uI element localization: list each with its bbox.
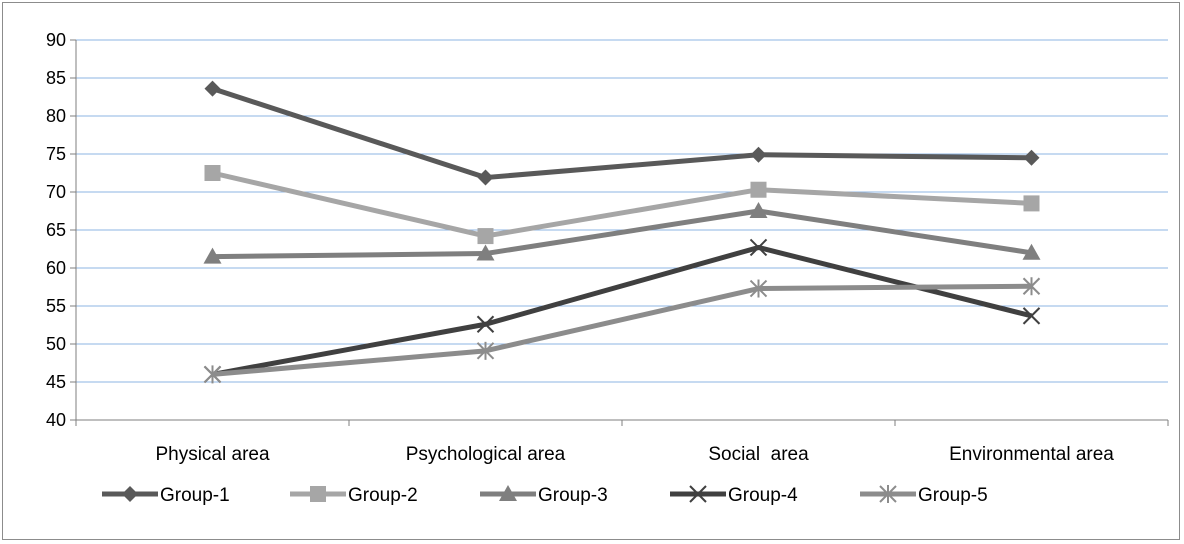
triangle-marker bbox=[476, 244, 495, 261]
legend-item: Group-5 bbox=[860, 485, 988, 506]
triangle-marker bbox=[1022, 243, 1041, 260]
x-marker bbox=[689, 485, 707, 503]
y-tick-label: 80 bbox=[46, 106, 66, 126]
series-group-1 bbox=[204, 80, 1040, 186]
diamond-marker bbox=[122, 486, 138, 502]
series-group-5 bbox=[203, 277, 1041, 384]
x-marker bbox=[476, 315, 495, 333]
square-marker bbox=[310, 486, 326, 502]
diamond-marker bbox=[477, 169, 494, 186]
triangle-marker bbox=[203, 247, 222, 264]
star-marker bbox=[749, 279, 768, 298]
square-marker bbox=[477, 228, 494, 245]
square-marker bbox=[1023, 195, 1040, 212]
x-marker-stroke bbox=[749, 238, 768, 257]
x-tick-label: Physical area bbox=[155, 444, 269, 465]
y-tick-label: 55 bbox=[46, 296, 66, 316]
legend-item: Group-3 bbox=[480, 485, 608, 506]
square-marker bbox=[750, 181, 767, 198]
legend-label: Group-1 bbox=[160, 485, 230, 506]
y-tick-label: 75 bbox=[46, 144, 66, 164]
x-marker-stroke bbox=[689, 485, 707, 503]
star-marker bbox=[879, 485, 897, 503]
x-tick-label: Social area bbox=[708, 444, 809, 465]
series-line bbox=[211, 86, 1032, 181]
legend-label: Group-2 bbox=[348, 485, 418, 506]
x-marker bbox=[1022, 307, 1041, 325]
legend-label: Group-4 bbox=[728, 485, 798, 506]
x-marker bbox=[749, 238, 768, 257]
series-group-2 bbox=[204, 165, 1040, 245]
y-tick-label: 85 bbox=[46, 68, 66, 88]
star-marker bbox=[1022, 277, 1041, 296]
series-group-4 bbox=[203, 238, 1041, 384]
y-tick-label: 50 bbox=[46, 334, 66, 354]
legend-item: Group-4 bbox=[670, 485, 798, 506]
series-line bbox=[212, 244, 1033, 377]
square-marker bbox=[204, 165, 221, 181]
triangle-marker bbox=[499, 485, 517, 501]
legend-item: Group-2 bbox=[290, 485, 418, 506]
x-marker-stroke bbox=[476, 315, 495, 333]
series-group-3 bbox=[203, 202, 1041, 264]
diamond-marker bbox=[750, 146, 767, 163]
diamond-marker bbox=[204, 80, 221, 97]
star-marker bbox=[203, 365, 222, 384]
x-tick-label: Environmental area bbox=[949, 444, 1114, 465]
y-tick-label: 90 bbox=[46, 30, 66, 50]
x-marker-stroke bbox=[1022, 307, 1041, 325]
series-line bbox=[212, 208, 1032, 260]
y-tick-label: 60 bbox=[46, 258, 66, 278]
series-line bbox=[211, 170, 1032, 239]
x-tick-label: Psychological area bbox=[406, 444, 566, 465]
y-tick-label: 40 bbox=[46, 410, 66, 430]
legend-label: Group-3 bbox=[538, 485, 608, 506]
y-tick-label: 70 bbox=[46, 182, 66, 202]
y-tick-label: 65 bbox=[46, 220, 66, 240]
legend-label: Group-5 bbox=[918, 485, 988, 506]
y-tick-label: 45 bbox=[46, 372, 66, 392]
triangle-marker bbox=[749, 202, 768, 218]
legend-item: Group-1 bbox=[102, 485, 230, 506]
series-line bbox=[212, 283, 1032, 377]
diamond-marker bbox=[1023, 149, 1040, 166]
star-marker bbox=[476, 341, 495, 360]
